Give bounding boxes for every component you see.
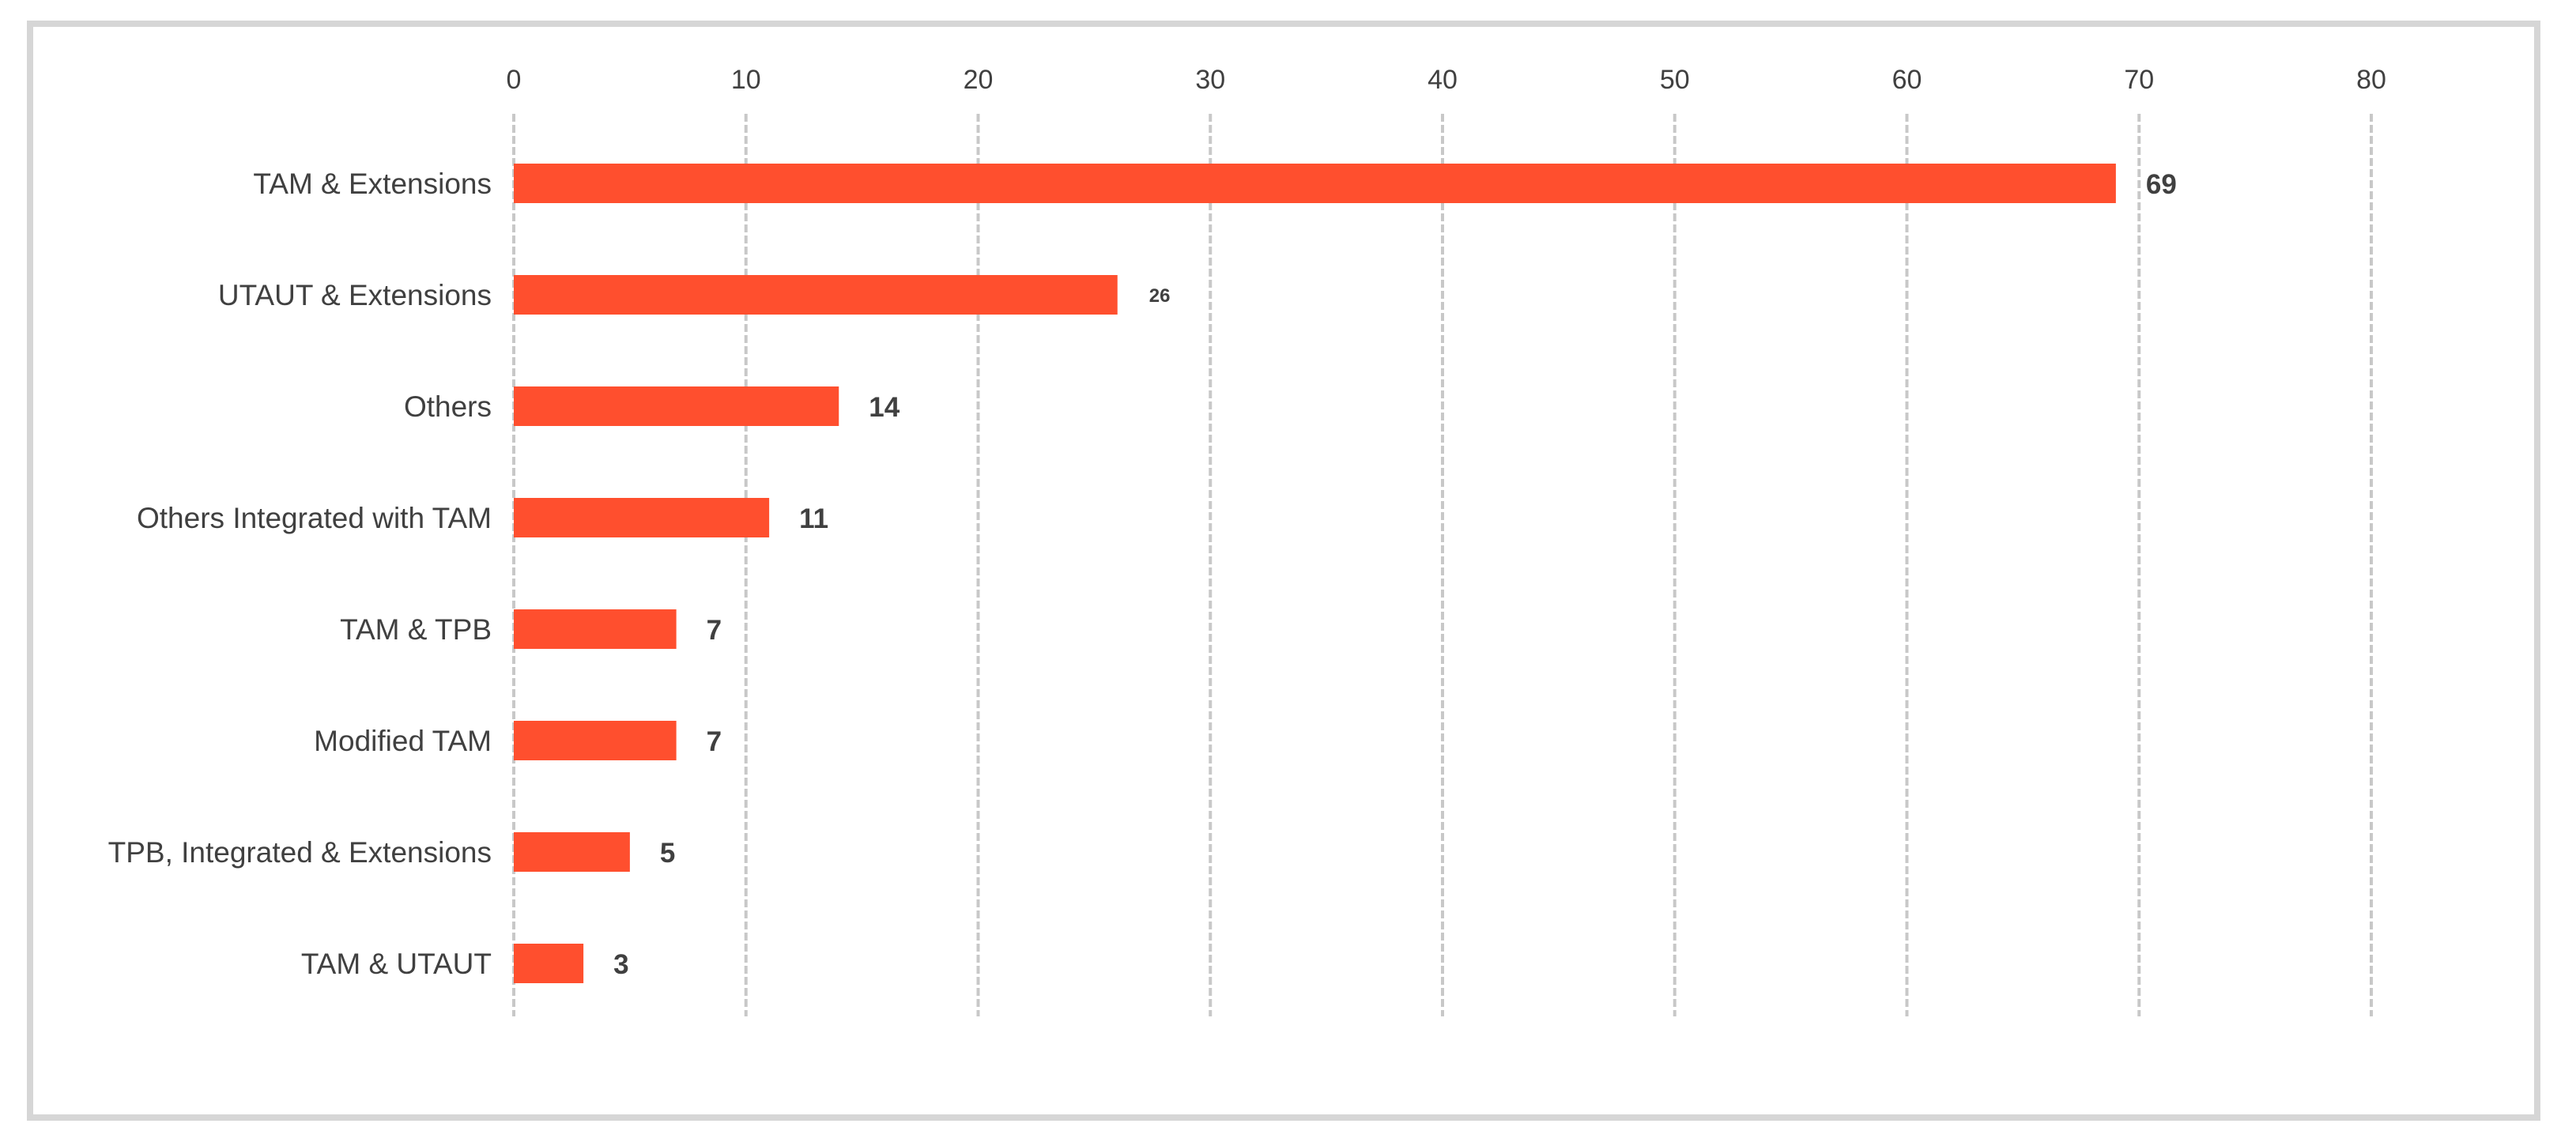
bar-chart: 0 10 20 30 40 50 60 70 80 TAM & Extensions UTAUT … <box>108 65 2386 1016</box>
bar-1 <box>514 275 1118 315</box>
x-tick-label-20: 20 <box>964 65 994 95</box>
data-label-4: 7 <box>707 615 722 646</box>
data-label-1: 26 <box>1149 285 1171 307</box>
x-tick-label-10: 10 <box>731 65 761 95</box>
data-label-3: 11 <box>799 503 828 534</box>
category-label-6: TPB, Integrated & Extensions <box>108 836 492 869</box>
bar-3 <box>514 498 770 537</box>
x-tick-label-60: 60 <box>1892 65 1922 95</box>
x-tick-label-70: 70 <box>2124 65 2154 95</box>
data-label-0: 69 <box>2146 169 2177 200</box>
data-labels: 69 26 14 11 7 7 5 3 <box>613 169 2177 980</box>
gridlines <box>512 114 2373 1016</box>
x-axis-ticks: 0 10 20 30 40 50 60 70 80 <box>507 65 2386 95</box>
x-tick-label-0: 0 <box>507 65 522 95</box>
category-label-1: UTAUT & Extensions <box>218 279 492 311</box>
bar-7 <box>514 944 584 983</box>
data-label-7: 3 <box>613 949 628 980</box>
category-label-2: Others <box>404 390 492 423</box>
category-label-7: TAM & UTAUT <box>301 948 492 980</box>
bar-6 <box>514 832 630 872</box>
category-label-0: TAM & Extensions <box>253 168 492 200</box>
category-label-3: Others Integrated with TAM <box>137 502 492 534</box>
data-label-5: 7 <box>707 726 722 757</box>
category-label-5: Modified TAM <box>314 725 492 757</box>
bar-2 <box>514 386 839 426</box>
x-tick-label-30: 30 <box>1195 65 1225 95</box>
category-labels: TAM & Extensions UTAUT & Extensions Others… <box>108 168 492 980</box>
x-tick-label-50: 50 <box>1660 65 1690 95</box>
data-label-6: 5 <box>660 838 675 869</box>
category-label-4: TAM & TPB <box>340 613 492 646</box>
chart-frame: 0 10 20 30 40 50 60 70 80 TAM & Extensions UTAUT … <box>27 21 2540 1121</box>
data-label-2: 14 <box>869 392 900 423</box>
bars <box>514 164 2116 983</box>
x-tick-label-80: 80 <box>2356 65 2386 95</box>
bar-5 <box>514 721 677 760</box>
bar-4 <box>514 609 677 649</box>
bar-0 <box>514 164 2116 203</box>
x-tick-label-40: 40 <box>1428 65 1458 95</box>
